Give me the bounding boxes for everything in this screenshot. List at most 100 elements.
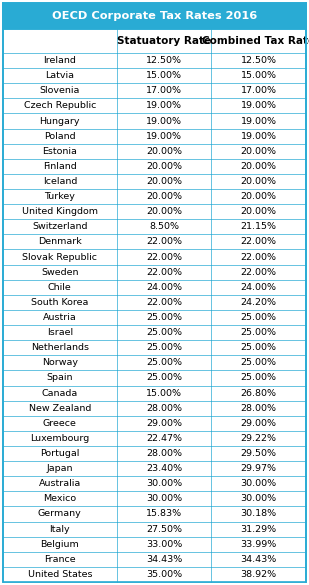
Text: Statuatory Rate: Statuatory Rate [117, 36, 211, 46]
Text: Finland: Finland [43, 162, 77, 171]
Text: Iceland: Iceland [43, 177, 77, 186]
Bar [3, 446, 306, 461]
Text: Ireland: Ireland [43, 56, 76, 65]
Text: Chile: Chile [48, 283, 72, 292]
Text: 38.92%: 38.92% [241, 570, 277, 579]
Bar [3, 295, 306, 310]
Text: Italy: Italy [49, 525, 70, 534]
Bar [3, 3, 306, 29]
Text: 22.00%: 22.00% [146, 268, 182, 277]
Text: 34.43%: 34.43% [240, 555, 277, 564]
Text: 22.00%: 22.00% [146, 298, 182, 307]
Text: 20.00%: 20.00% [241, 177, 277, 186]
Text: Slovak Republic: Slovak Republic [22, 253, 97, 261]
Bar [3, 552, 306, 567]
Text: 15.00%: 15.00% [146, 388, 182, 398]
Bar [3, 401, 306, 416]
Bar [3, 219, 306, 235]
Text: 30.00%: 30.00% [241, 494, 277, 503]
Text: 28.00%: 28.00% [146, 449, 182, 458]
Bar [3, 370, 306, 386]
Text: 15.00%: 15.00% [241, 71, 277, 80]
Text: 25.00%: 25.00% [146, 343, 182, 352]
Bar [3, 476, 306, 491]
Text: 28.00%: 28.00% [146, 404, 182, 412]
Text: 22.00%: 22.00% [146, 253, 182, 261]
Bar [3, 386, 306, 401]
Bar [3, 174, 306, 189]
Text: 27.50%: 27.50% [146, 525, 182, 534]
Bar [3, 340, 306, 355]
Text: Hungary: Hungary [40, 116, 80, 126]
Text: 8.50%: 8.50% [149, 222, 179, 231]
Text: OECD Corporate Tax Rates 2016: OECD Corporate Tax Rates 2016 [52, 11, 257, 21]
Bar [3, 129, 306, 144]
Text: 20.00%: 20.00% [146, 162, 182, 171]
Text: 19.00%: 19.00% [241, 132, 277, 140]
Text: Belgium: Belgium [40, 540, 79, 549]
Bar [3, 461, 306, 476]
Text: 30.00%: 30.00% [146, 479, 182, 488]
Text: 20.00%: 20.00% [146, 207, 182, 216]
Bar [3, 536, 306, 552]
Text: New Zealand: New Zealand [29, 404, 91, 412]
Bar [3, 159, 306, 174]
Bar [3, 310, 306, 325]
Bar [3, 431, 306, 446]
Text: Spain: Spain [47, 373, 73, 383]
Bar [3, 264, 306, 280]
Text: 29.00%: 29.00% [146, 419, 182, 428]
Text: Slovenia: Slovenia [40, 86, 80, 95]
Text: Sweden: Sweden [41, 268, 78, 277]
Text: United States: United States [28, 570, 92, 579]
Text: Israel: Israel [47, 328, 73, 337]
Text: 25.00%: 25.00% [241, 343, 277, 352]
Text: 20.00%: 20.00% [241, 192, 277, 201]
Text: 19.00%: 19.00% [146, 101, 182, 111]
Bar [3, 189, 306, 204]
Text: United Kingdom: United Kingdom [22, 207, 98, 216]
Text: 17.00%: 17.00% [241, 86, 277, 95]
Text: Estonia: Estonia [42, 147, 77, 156]
Text: 31.29%: 31.29% [241, 525, 277, 534]
Text: 29.00%: 29.00% [241, 419, 277, 428]
Text: 17.00%: 17.00% [146, 86, 182, 95]
Bar [3, 29, 306, 53]
Text: Turkey: Turkey [44, 192, 75, 201]
Text: 25.00%: 25.00% [241, 313, 277, 322]
Bar [3, 416, 306, 431]
Bar [3, 144, 306, 159]
Text: 15.00%: 15.00% [146, 71, 182, 80]
Bar [3, 507, 306, 522]
Text: 24.00%: 24.00% [146, 283, 182, 292]
Text: 25.00%: 25.00% [146, 373, 182, 383]
Text: 24.00%: 24.00% [241, 283, 277, 292]
Text: 25.00%: 25.00% [146, 313, 182, 322]
Text: Luxembourg: Luxembourg [30, 434, 89, 443]
Text: Denmark: Denmark [38, 238, 82, 246]
Text: 30.00%: 30.00% [241, 479, 277, 488]
Text: 35.00%: 35.00% [146, 570, 182, 579]
Text: 30.00%: 30.00% [146, 494, 182, 503]
Bar [3, 249, 306, 264]
Bar [3, 280, 306, 295]
Text: Combined Tax Rate: Combined Tax Rate [202, 36, 309, 46]
Bar [3, 491, 306, 507]
Text: Portugal: Portugal [40, 449, 79, 458]
Text: 28.00%: 28.00% [241, 404, 277, 412]
Bar [3, 53, 306, 68]
Text: Japan: Japan [47, 464, 73, 473]
Bar [3, 325, 306, 340]
Text: Netherlands: Netherlands [31, 343, 89, 352]
Text: 20.00%: 20.00% [241, 162, 277, 171]
Text: 20.00%: 20.00% [146, 192, 182, 201]
Text: 25.00%: 25.00% [241, 328, 277, 337]
Text: 12.50%: 12.50% [146, 56, 182, 65]
Text: 25.00%: 25.00% [241, 373, 277, 383]
Text: Canada: Canada [42, 388, 78, 398]
Text: Greece: Greece [43, 419, 77, 428]
Text: Mexico: Mexico [43, 494, 76, 503]
Text: 22.00%: 22.00% [241, 253, 277, 261]
Bar [3, 355, 306, 370]
Text: Switzerland: Switzerland [32, 222, 87, 231]
